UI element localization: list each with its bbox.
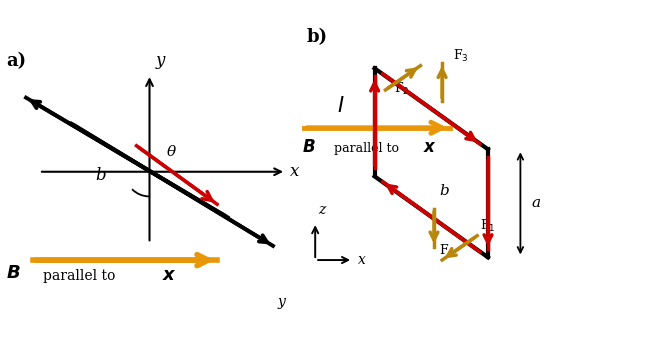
Text: F$_2$: F$_2$ [393,80,409,97]
Text: $I$: $I$ [337,96,344,116]
Text: b): b) [307,28,328,46]
Text: $\boldsymbol{B}$: $\boldsymbol{B}$ [6,264,21,282]
Text: $\boldsymbol{x}$: $\boldsymbol{x}$ [423,139,437,156]
Text: y: y [278,295,285,309]
Text: a): a) [6,52,27,70]
Text: $\boldsymbol{B}$: $\boldsymbol{B}$ [302,139,315,156]
Text: F$_1$: F$_1$ [480,218,495,235]
Text: b: b [439,184,449,198]
Text: a: a [531,196,540,210]
Text: $\boldsymbol{x}$: $\boldsymbol{x}$ [162,266,177,284]
Text: z: z [318,203,325,217]
Text: parallel to: parallel to [334,142,399,155]
Text: θ: θ [166,145,176,159]
Text: b: b [95,167,105,183]
Text: F$_4$: F$_4$ [439,243,455,259]
Text: parallel to: parallel to [43,269,115,283]
Text: F$_3$: F$_3$ [453,48,469,64]
Text: x: x [290,163,299,180]
Text: y: y [156,52,165,69]
Text: x: x [358,253,367,267]
